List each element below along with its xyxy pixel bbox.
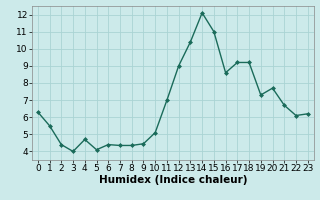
X-axis label: Humidex (Indice chaleur): Humidex (Indice chaleur) xyxy=(99,175,247,185)
